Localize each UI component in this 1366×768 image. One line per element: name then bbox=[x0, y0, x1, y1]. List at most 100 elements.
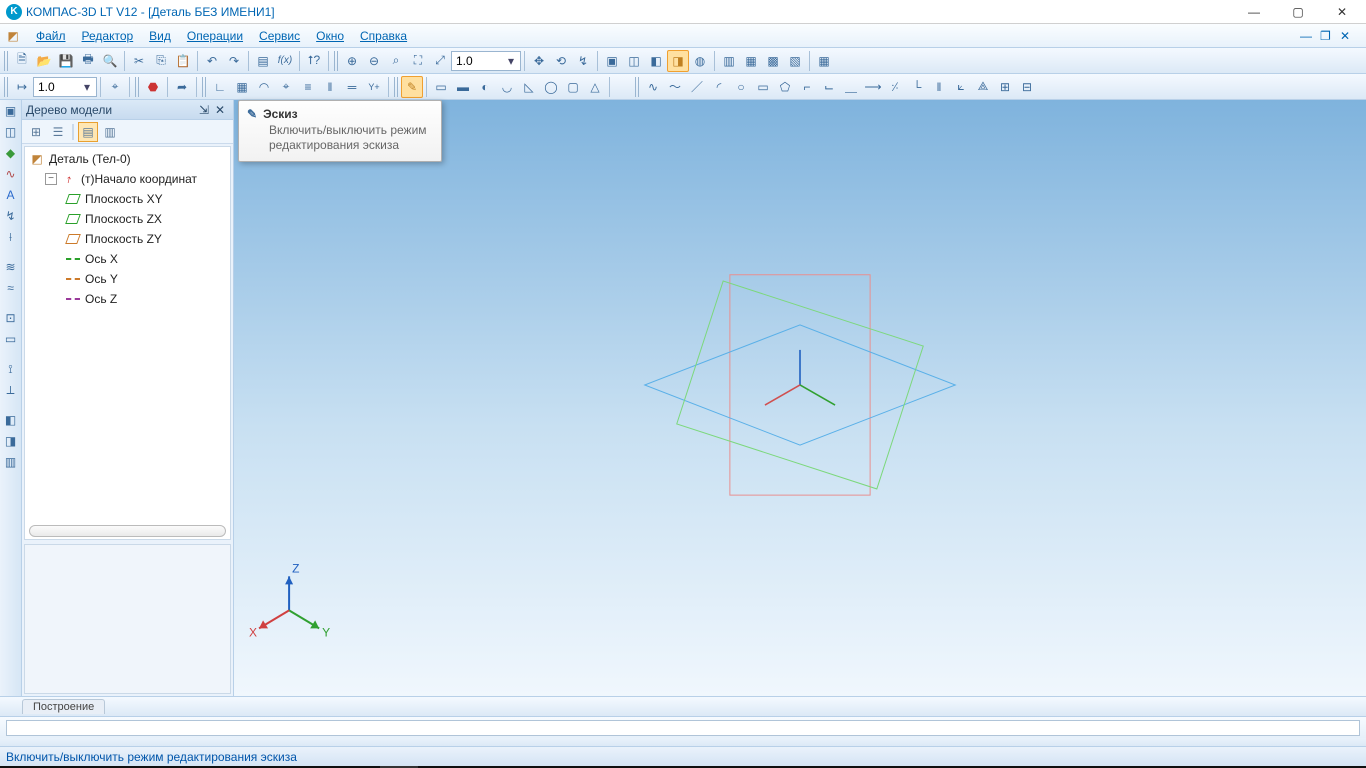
rail-el2-icon[interactable]: ◨ bbox=[2, 432, 20, 450]
param-icon[interactable]: ≡ bbox=[297, 76, 319, 98]
c-icon[interactable]: ⊞ bbox=[994, 76, 1016, 98]
rail-axis-icon[interactable]: ↯ bbox=[2, 207, 20, 225]
rail-curve-icon[interactable]: ∿ bbox=[2, 165, 20, 183]
rail-dim-icon[interactable]: ⟊ bbox=[2, 228, 20, 246]
shade-edges-icon[interactable]: ◧ bbox=[645, 50, 667, 72]
stop-icon[interactable]: ⬣ bbox=[142, 76, 164, 98]
maximize-button[interactable]: ▢ bbox=[1276, 0, 1320, 24]
rail-el1-icon[interactable]: ◧ bbox=[2, 411, 20, 429]
trim-icon[interactable]: ⸏ bbox=[840, 76, 862, 98]
close-button[interactable]: ✕ bbox=[1320, 0, 1364, 24]
rail-point-icon[interactable]: ⊡ bbox=[2, 309, 20, 327]
rail-aux2-icon[interactable]: ≈ bbox=[2, 279, 20, 297]
undo-icon[interactable]: ↶ bbox=[201, 50, 223, 72]
revolve-icon[interactable]: ◐ bbox=[474, 76, 496, 98]
scale-combo[interactable]: 1.0▾ bbox=[33, 77, 97, 97]
redo-icon[interactable]: ↷ bbox=[223, 50, 245, 72]
paste-icon[interactable]: 📋 bbox=[172, 50, 194, 72]
grip-icon[interactable] bbox=[635, 77, 640, 97]
new-icon[interactable]: 🗎 bbox=[11, 50, 33, 72]
help-cursor-icon[interactable]: ⭡? bbox=[303, 50, 325, 72]
rail-measure-icon[interactable]: ⟟ bbox=[2, 360, 20, 378]
snap-icon[interactable]: ⌖ bbox=[275, 76, 297, 98]
tree-mode-list-icon[interactable]: ☰ bbox=[48, 122, 68, 142]
b-icon[interactable]: ⟁ bbox=[972, 76, 994, 98]
line-icon[interactable]: ／ bbox=[686, 76, 708, 98]
rail-cube-icon[interactable]: ▣ bbox=[2, 102, 20, 120]
sketch-icon[interactable]: ✎ bbox=[401, 76, 423, 98]
fillet-icon[interactable]: ◡ bbox=[496, 76, 518, 98]
mdi-restore-icon[interactable]: ❐ bbox=[1320, 29, 1336, 43]
tree-axis-z[interactable]: Ось Z bbox=[25, 289, 230, 309]
yplus-icon[interactable]: Y+ bbox=[363, 76, 385, 98]
ortho-icon[interactable]: ∟ bbox=[209, 76, 231, 98]
misc-icon[interactable]: ▧ bbox=[784, 50, 806, 72]
tree-origin[interactable]: − ⭎ (т)Начало координат bbox=[25, 169, 230, 189]
wireframe-icon[interactable]: ▣ bbox=[601, 50, 623, 72]
spline1-icon[interactable]: ∿ bbox=[642, 76, 664, 98]
grid-icon[interactable]: ▦ bbox=[813, 50, 835, 72]
round-icon[interactable]: ◠ bbox=[253, 76, 275, 98]
d-icon[interactable]: ⊟ bbox=[1016, 76, 1038, 98]
chamfer-icon[interactable]: ◺ bbox=[518, 76, 540, 98]
zoom-in-icon[interactable]: ⊕ bbox=[341, 50, 363, 72]
zoom-fit-icon[interactable]: ⛶ bbox=[407, 50, 429, 72]
tree-mode-ed-icon[interactable]: ▤ bbox=[78, 122, 98, 142]
menu-operations[interactable]: Операции bbox=[179, 26, 251, 46]
save-icon[interactable]: 💾 bbox=[55, 50, 77, 72]
menu-window[interactable]: Окно bbox=[308, 26, 352, 46]
menu-help[interactable]: Справка bbox=[352, 26, 415, 46]
print-icon[interactable]: 🖶 bbox=[77, 50, 99, 72]
mdi-min-icon[interactable]: — bbox=[1300, 29, 1316, 43]
h-scrollbar[interactable] bbox=[29, 525, 226, 537]
rect-icon[interactable]: ▭ bbox=[752, 76, 774, 98]
horz-icon[interactable]: ═ bbox=[341, 76, 363, 98]
tree-mode-struct-icon[interactable]: ⊞ bbox=[26, 122, 46, 142]
orbit-icon[interactable]: ⟲ bbox=[550, 50, 572, 72]
step-icon[interactable]: ↦ bbox=[11, 76, 33, 98]
a-icon[interactable]: ⟀ bbox=[950, 76, 972, 98]
spline2-icon[interactable]: 〜 bbox=[664, 76, 686, 98]
arc-icon[interactable]: ◜ bbox=[708, 76, 730, 98]
rail-cons-icon[interactable]: ⟂ bbox=[2, 381, 20, 399]
extend-icon[interactable]: ⟶ bbox=[862, 76, 884, 98]
poly-icon[interactable]: ⬠ bbox=[774, 76, 796, 98]
zoom-dyn-icon[interactable]: ⤢ bbox=[429, 50, 451, 72]
open-icon[interactable]: 📂 bbox=[33, 50, 55, 72]
grip-icon[interactable] bbox=[394, 77, 399, 97]
zoom-out-icon[interactable]: ⊖ bbox=[363, 50, 385, 72]
viewport[interactable]: Z Y X bbox=[234, 100, 1366, 696]
fx-icon[interactable]: f(x) bbox=[274, 50, 296, 72]
pan-icon[interactable]: ✥ bbox=[528, 50, 550, 72]
preview-icon[interactable]: 🔍 bbox=[99, 50, 121, 72]
proj2-icon[interactable]: ⌙ bbox=[818, 76, 840, 98]
menu-service[interactable]: Сервис bbox=[251, 26, 308, 46]
tree-mode-rel-icon[interactable]: ▥ bbox=[100, 122, 120, 142]
pin-icon[interactable]: ⇲ bbox=[199, 103, 213, 117]
zoom-window-icon[interactable]: ⌕ bbox=[385, 50, 407, 72]
mdi-close-icon[interactable]: ✕ bbox=[1340, 29, 1356, 43]
tree-root[interactable]: ◩ Деталь (Тел-0) bbox=[25, 149, 230, 169]
cut-extrude-icon[interactable]: ▬ bbox=[452, 76, 474, 98]
command-input[interactable] bbox=[6, 720, 1360, 736]
tree-axis-x[interactable]: Ось X bbox=[25, 249, 230, 269]
menu-editor[interactable]: Редактор bbox=[74, 26, 142, 46]
break-icon[interactable]: ⸓ bbox=[884, 76, 906, 98]
shaded-icon[interactable]: ◨ bbox=[667, 50, 689, 72]
minimize-button[interactable]: — bbox=[1232, 0, 1276, 24]
create-icon[interactable]: ➦ bbox=[171, 76, 193, 98]
grip-icon[interactable] bbox=[4, 77, 9, 97]
hole-icon[interactable]: ◯ bbox=[540, 76, 562, 98]
shell-icon[interactable]: ▢ bbox=[562, 76, 584, 98]
tree-plane-zy[interactable]: Плоскость ZY bbox=[25, 229, 230, 249]
circle-icon[interactable]: ○ bbox=[730, 76, 752, 98]
tree-plane-zx[interactable]: Плоскость ZX bbox=[25, 209, 230, 229]
tree-plane-xy[interactable]: Плоскость XY bbox=[25, 189, 230, 209]
section-icon[interactable]: ▥ bbox=[718, 50, 740, 72]
orient-icon[interactable]: ↯ bbox=[572, 50, 594, 72]
collapse-icon[interactable]: − bbox=[45, 173, 57, 185]
rail-rect-icon[interactable]: ▭ bbox=[2, 330, 20, 348]
rail-el3-icon[interactable]: ▥ bbox=[2, 453, 20, 471]
copy-icon[interactable]: ⎘ bbox=[150, 50, 172, 72]
grip-icon[interactable] bbox=[202, 77, 207, 97]
